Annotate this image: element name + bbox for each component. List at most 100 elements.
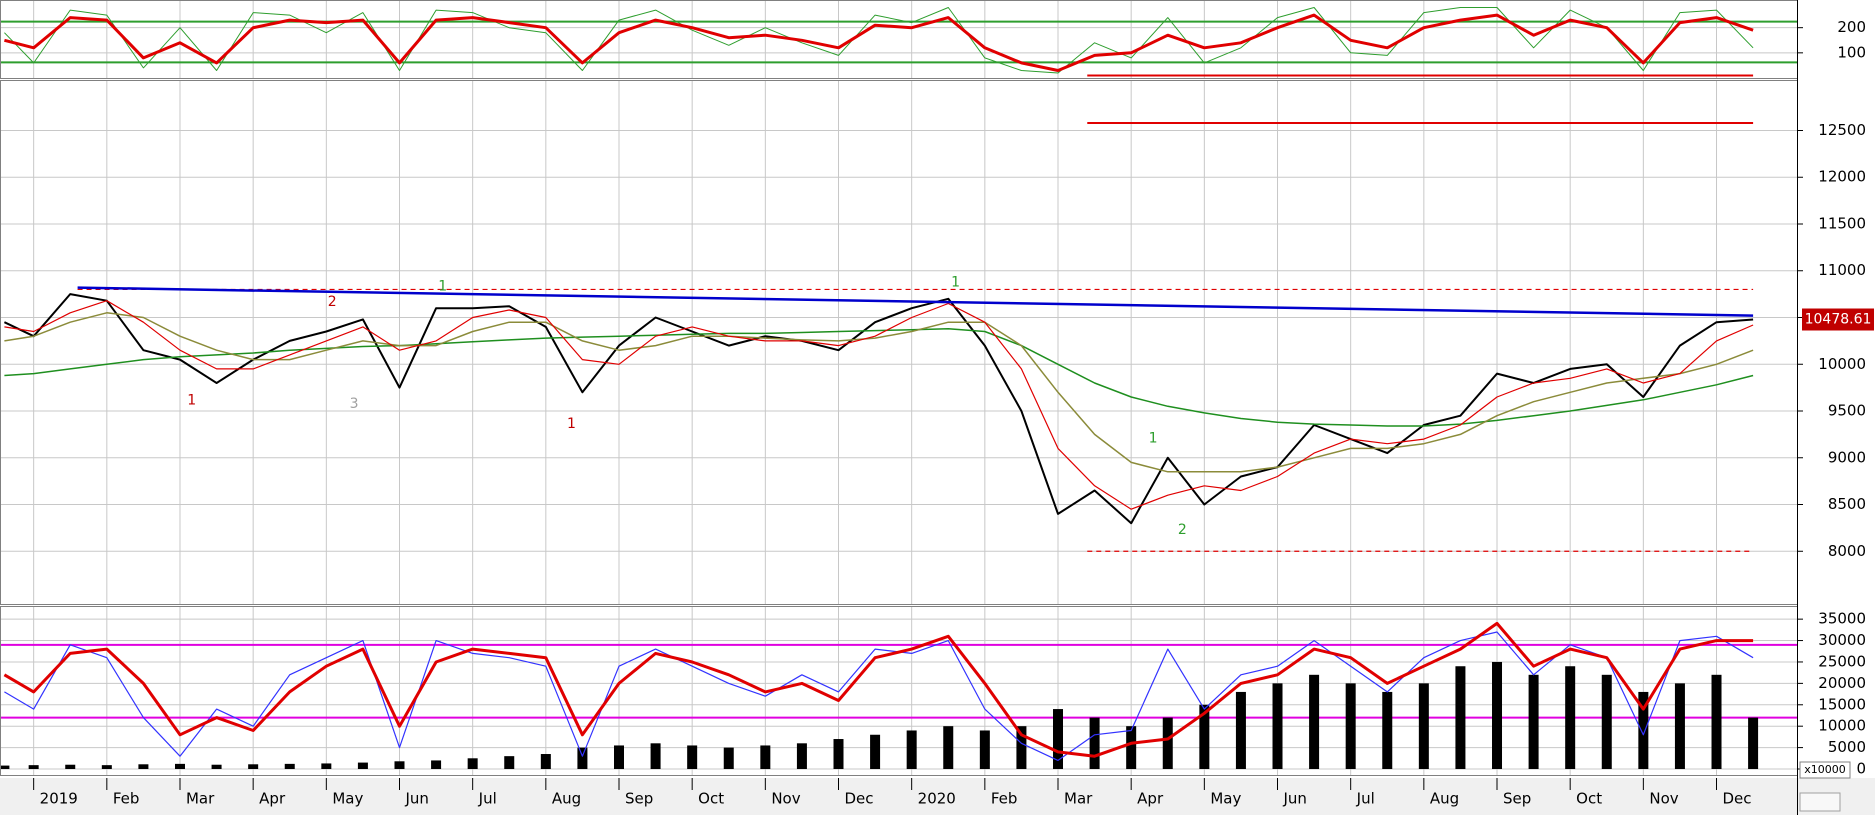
y-tick-label: 9500 <box>1828 402 1866 420</box>
y-tick-label: 0 <box>1856 760 1866 778</box>
y-tick-label: 25000 <box>1818 652 1866 670</box>
x-tick-label: Sep <box>1503 790 1531 808</box>
y-tick-label: 5000 <box>1828 738 1866 756</box>
volume-bar <box>357 762 368 770</box>
volume-bar <box>1748 717 1759 770</box>
volume-bar <box>613 745 624 770</box>
series-line <box>4 300 1754 510</box>
x-tick-label: Oct <box>1576 790 1602 808</box>
x-tick-label: 2019 <box>40 790 78 808</box>
volume-bar <box>760 745 771 770</box>
volume-bar <box>1016 726 1027 770</box>
annotation: 1 <box>567 416 576 432</box>
volume-bar <box>833 739 844 770</box>
y-tick-label: 20000 <box>1818 674 1866 692</box>
y-tick-label: 12500 <box>1818 121 1866 139</box>
volume-bar <box>1345 683 1356 770</box>
price-tag-box <box>1802 308 1874 331</box>
y-tick-label: 12000 <box>1818 168 1866 186</box>
x-tick-label: Apr <box>1137 790 1164 808</box>
x-tick-label: Jun <box>404 790 428 808</box>
volume-bar <box>687 745 698 770</box>
volume-bar <box>504 756 515 770</box>
x-tick-label: Feb <box>113 790 140 808</box>
y-tick-label: 8500 <box>1828 495 1866 513</box>
trend-line <box>77 286 1754 317</box>
x-tick-label: Mar <box>186 790 215 808</box>
volume-bar <box>979 730 990 770</box>
price-tag: 10478.61 <box>1805 312 1872 328</box>
series-line <box>3 293 1754 525</box>
time-axis-strip <box>0 778 1875 815</box>
volume-bar <box>1455 666 1466 770</box>
series-line <box>3 621 1754 758</box>
volume-bar <box>65 764 76 770</box>
series-line <box>4 13 1754 72</box>
x-tick-label: Mar <box>1064 790 1093 808</box>
volume-bar <box>1674 683 1685 770</box>
x-tick-label: Jun <box>1283 790 1307 808</box>
x-tick-label: Nov <box>1649 790 1678 808</box>
volume-bar <box>1309 674 1320 770</box>
volume-bar <box>1638 691 1649 770</box>
annotation: 2 <box>328 294 337 310</box>
annotation: 1 <box>951 275 960 291</box>
annotation: 3 <box>350 396 359 412</box>
y-tick-label: 100 <box>1837 43 1866 61</box>
volume-bar <box>1492 661 1503 770</box>
volume-bar <box>467 758 478 770</box>
volume-bar <box>174 763 185 770</box>
volume-bar <box>1199 704 1210 770</box>
volume-bar <box>1089 717 1100 770</box>
series-line <box>4 631 1754 761</box>
y-tick-label: 8000 <box>1828 542 1866 560</box>
annotation: 1 <box>1149 431 1158 447</box>
x-tick-label: Aug <box>1430 790 1459 808</box>
y-tick-label: 15000 <box>1818 695 1866 713</box>
volume-bar <box>1162 717 1173 770</box>
annotation: 1 <box>187 392 196 408</box>
x-tick-label: Nov <box>771 790 800 808</box>
volume-bar <box>650 743 661 770</box>
y-tick-label: 10000 <box>1818 717 1866 735</box>
volume-bar <box>1565 666 1576 770</box>
volume-bar <box>1053 709 1064 770</box>
x-tick-label: Jul <box>478 790 497 808</box>
volume-bar <box>394 761 405 770</box>
annotation: 1 <box>438 278 447 294</box>
series-line <box>4 312 1754 473</box>
x-tick-label: Sep <box>625 790 653 808</box>
volume-bar <box>1711 674 1722 770</box>
x-tick-label: Aug <box>552 790 581 808</box>
volume-bar <box>1382 691 1393 770</box>
x-tick-label: Feb <box>991 790 1018 808</box>
y-tick-label: 9000 <box>1828 448 1866 466</box>
x-tick-label: Jul <box>1356 790 1375 808</box>
volume-bar <box>211 764 222 770</box>
x-tick-label: May <box>1210 790 1241 808</box>
x-tick-label: 2020 <box>918 790 956 808</box>
volume-bar <box>723 747 734 770</box>
x-tick-label: May <box>332 790 363 808</box>
x-tick-label: Dec <box>1723 790 1752 808</box>
logo-box[interactable] <box>1799 792 1841 812</box>
unit-box <box>1799 761 1851 779</box>
volume-bar <box>1126 726 1137 770</box>
volume-bar <box>28 765 39 770</box>
series-line <box>4 7 1754 74</box>
y-tick-label: 11500 <box>1818 214 1866 232</box>
y-tick-label: 200 <box>1837 18 1866 36</box>
volume-bar <box>796 743 807 770</box>
volume-bar <box>321 763 332 770</box>
volume-bar <box>540 754 551 770</box>
volume-bar <box>906 730 917 770</box>
series-line <box>4 327 1754 427</box>
volume-bar <box>1601 674 1612 770</box>
volume-bar <box>0 765 10 770</box>
volume-bar <box>101 765 112 770</box>
volume-bar <box>943 726 954 770</box>
volume-bar <box>577 747 588 770</box>
x-tick-label: Apr <box>259 790 286 808</box>
